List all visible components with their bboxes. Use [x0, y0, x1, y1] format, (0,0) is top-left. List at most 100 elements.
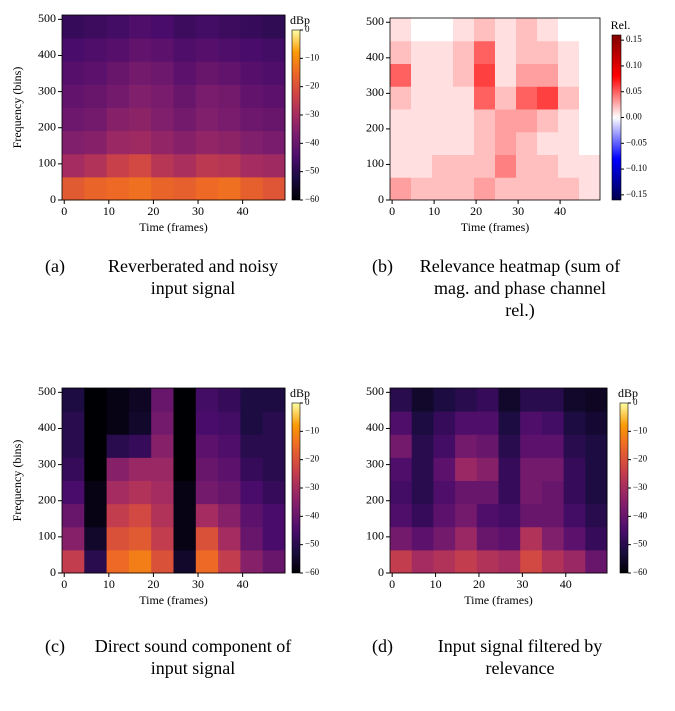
- heatmap-cell: [579, 109, 601, 133]
- heatmap-cell: [173, 176, 197, 201]
- y-tick-label: 400: [38, 420, 56, 434]
- x-tick-label: 30: [512, 204, 524, 218]
- y-tick-label: 300: [366, 85, 384, 99]
- y-tick-label: 300: [366, 456, 384, 470]
- heatmap-cell: [106, 15, 130, 39]
- heatmap-cell: [106, 526, 130, 551]
- heatmap-cell: [563, 411, 586, 435]
- heatmap-cell: [218, 61, 241, 85]
- heatmap-cell: [585, 411, 608, 435]
- heatmap-cell: [453, 63, 475, 87]
- heatmap-cell: [558, 131, 580, 155]
- y-tick-label: 300: [38, 83, 56, 97]
- heatmap-cell: [563, 457, 586, 481]
- heatmap-cell: [151, 434, 174, 458]
- x-tick-label: 40: [560, 577, 572, 591]
- heatmap-cell: [453, 86, 475, 110]
- heatmap-cell: [106, 107, 130, 132]
- heatmap-cell: [173, 388, 197, 412]
- heatmap-cell: [84, 61, 108, 85]
- colorbar-tick-label: −10: [305, 425, 320, 435]
- x-tick-label: 20: [473, 577, 485, 591]
- heatmap-cell: [476, 549, 499, 574]
- y-tick-label: 400: [38, 47, 56, 61]
- heatmap-cell: [563, 503, 586, 528]
- heatmap-cell: [411, 526, 434, 551]
- heatmap-cell: [262, 107, 286, 132]
- x-tick-label: 40: [237, 204, 249, 218]
- colorbar-tick-label: 0.00: [626, 112, 642, 122]
- y-tick-label: 200: [366, 121, 384, 135]
- heatmap-cell: [173, 526, 197, 551]
- heatmap-cell: [474, 63, 496, 87]
- heatmap-cell: [240, 549, 264, 574]
- plot-frame: [61, 14, 286, 201]
- heatmap-cell: [84, 549, 108, 574]
- heatmap-cell: [432, 131, 454, 155]
- heatmap-cell: [173, 434, 197, 458]
- plot-frame: [389, 17, 601, 201]
- heatmap-cell: [579, 86, 601, 110]
- heatmap-cell: [390, 411, 413, 435]
- heatmap-cell: [411, 388, 434, 412]
- caption: (b) Relevance heatmap (sum of mag. and ph…: [372, 255, 622, 321]
- heatmap-cell: [432, 177, 454, 201]
- heatmap-cell: [195, 526, 219, 551]
- heatmap-cell: [173, 61, 197, 85]
- heatmap-cell: [62, 457, 85, 481]
- heatmap-cell: [218, 503, 241, 528]
- heatmap-cell: [62, 84, 85, 108]
- heatmap-cell: [240, 434, 264, 458]
- heatmap-cell: [106, 549, 130, 574]
- heatmap-cell: [476, 388, 499, 412]
- heatmap-cell: [173, 130, 197, 155]
- heatmap-cell: [411, 109, 433, 133]
- y-tick-label: 200: [38, 492, 56, 506]
- colorbar-tick-label: −50: [305, 166, 320, 176]
- colorbar-tick-label: −50: [305, 539, 320, 549]
- heatmap-cell: [195, 176, 219, 201]
- heatmap-cell: [558, 86, 580, 110]
- heatmap-cell: [411, 18, 433, 42]
- y-tick-label: 500: [366, 14, 384, 28]
- heatmap-cell: [558, 40, 580, 64]
- heatmap-cell: [453, 154, 475, 178]
- colorbar-tick-label: −20: [305, 454, 320, 464]
- heatmap-cell: [390, 457, 413, 481]
- heatmap-cell: [390, 388, 413, 412]
- heatmap-cell: [411, 40, 433, 64]
- colorbar-tick-label: −0.15: [626, 189, 647, 199]
- heatmap-cell: [195, 503, 219, 528]
- heatmap-cell: [453, 109, 475, 133]
- heatmap-cell: [84, 434, 108, 458]
- heatmap-cell: [498, 411, 521, 435]
- x-tick-label: 0: [61, 204, 67, 218]
- heatmap-cells: [62, 15, 286, 201]
- heatmap-cell: [128, 176, 152, 201]
- heatmap-cell: [262, 84, 286, 108]
- heatmap-cell: [195, 549, 219, 574]
- heatmap-cell: [563, 549, 586, 574]
- heatmap-cell: [173, 15, 197, 39]
- heatmap-cell: [151, 130, 174, 155]
- colorbar-tick-label: −20: [633, 454, 648, 464]
- heatmap-cell: [62, 411, 85, 435]
- heatmap-cell: [128, 549, 152, 574]
- heatmap-cell: [84, 153, 108, 178]
- heatmap-cell: [62, 526, 85, 551]
- heatmap-cell: [106, 130, 130, 155]
- colorbar-tick-label: 0: [305, 397, 310, 407]
- heatmap-cell: [541, 480, 565, 505]
- heatmap-cell: [411, 434, 434, 458]
- heatmap-cell: [563, 526, 586, 551]
- heatmap-cell: [558, 63, 580, 87]
- heatmap-cell: [585, 549, 608, 574]
- colorbar-tick-label: −60: [633, 567, 648, 577]
- heatmap-cell: [62, 15, 85, 39]
- caption-text: Relevance heatmap (sum of mag. and phase…: [419, 256, 621, 320]
- y-axis-label: Frequency (bins): [10, 67, 24, 149]
- y-axis-label: Frequency (bins): [10, 440, 24, 522]
- colorbar-tick-label: −60: [305, 194, 320, 204]
- heatmap-cell: [390, 109, 412, 133]
